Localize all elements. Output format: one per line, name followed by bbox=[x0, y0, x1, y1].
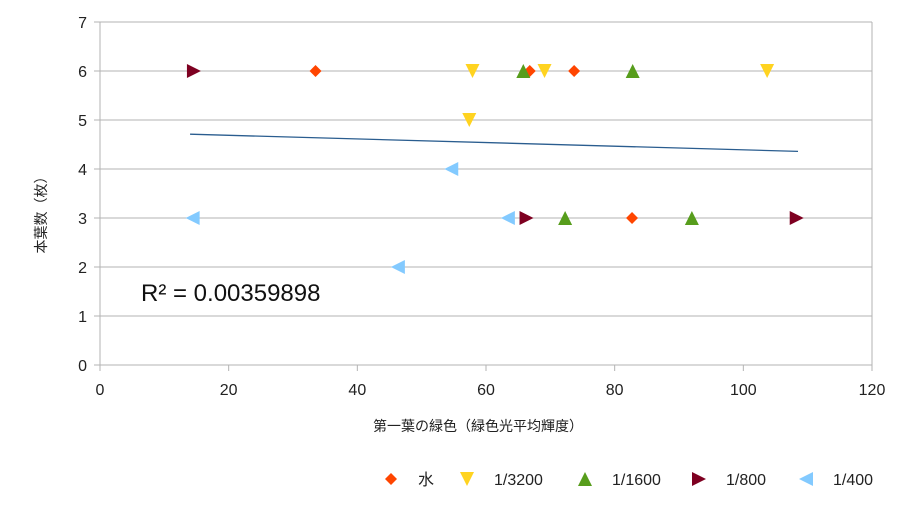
y-axis-title: 本葉数（枚） bbox=[34, 170, 50, 254]
data-point bbox=[519, 211, 534, 225]
x-tick-label: 40 bbox=[348, 382, 366, 399]
data-points bbox=[185, 64, 804, 274]
legend-marker bbox=[578, 472, 592, 486]
y-tick-label: 0 bbox=[78, 358, 87, 375]
data-point bbox=[390, 260, 405, 274]
tick-labels: 0 1 2 3 4 5 6 7 0 20 40 60 80 100 120 bbox=[78, 15, 885, 399]
x-axis-title: 第一葉の緑色（緑色光平均輝度） bbox=[373, 418, 583, 435]
y-tick-label: 6 bbox=[78, 64, 87, 81]
data-point bbox=[626, 212, 639, 224]
legend-marker bbox=[799, 472, 813, 486]
legend-marker bbox=[460, 472, 474, 486]
data-point bbox=[462, 113, 477, 127]
data-point bbox=[568, 65, 581, 77]
data-point bbox=[684, 211, 699, 225]
y-tick-label: 4 bbox=[78, 162, 87, 179]
x-tick-label: 80 bbox=[606, 382, 624, 399]
legend-marker bbox=[692, 472, 706, 486]
axes bbox=[99, 22, 873, 366]
x-tick-label: 60 bbox=[477, 382, 495, 399]
data-point bbox=[444, 162, 459, 176]
y-tick-label: 1 bbox=[78, 309, 87, 326]
y-tick-label: 2 bbox=[78, 260, 87, 277]
y-tick-label: 3 bbox=[78, 211, 87, 228]
data-point bbox=[465, 64, 480, 78]
legend: 水 1/3200 1/1600 1/800 1/400 bbox=[385, 471, 873, 489]
data-point bbox=[789, 211, 804, 225]
data-point bbox=[500, 211, 515, 225]
legend-label: 1/1600 bbox=[612, 472, 661, 489]
x-tick-label: 120 bbox=[859, 382, 886, 399]
x-tick-label: 100 bbox=[730, 382, 757, 399]
y-tick-label: 7 bbox=[78, 15, 87, 32]
x-tick-label: 0 bbox=[96, 382, 105, 399]
data-point bbox=[625, 64, 640, 78]
legend-label: 水 bbox=[418, 471, 434, 489]
data-point bbox=[537, 64, 552, 78]
data-point bbox=[558, 211, 573, 225]
data-point bbox=[760, 64, 775, 78]
gridlines bbox=[94, 21, 873, 371]
legend-label: 1/400 bbox=[833, 472, 873, 489]
r-squared-annotation: R² = 0.00359898 bbox=[141, 280, 320, 307]
legend-marker bbox=[385, 473, 397, 485]
data-point bbox=[185, 211, 200, 225]
y-tick-label: 5 bbox=[78, 113, 87, 130]
data-point bbox=[516, 64, 531, 78]
trendline bbox=[190, 133, 799, 153]
data-point bbox=[186, 64, 201, 78]
x-tick-label: 20 bbox=[220, 382, 238, 399]
legend-label: 1/3200 bbox=[494, 472, 543, 489]
legend-label: 1/800 bbox=[726, 472, 766, 489]
data-point bbox=[309, 65, 322, 77]
